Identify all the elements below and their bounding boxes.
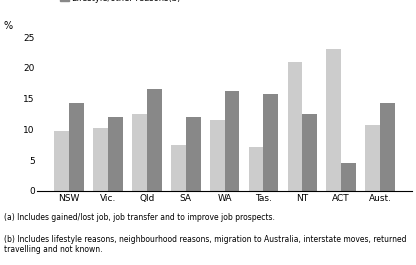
Bar (380, 104, 395, 191)
Bar (108, 117, 123, 191)
Bar (263, 94, 278, 191)
Bar (287, 62, 302, 191)
Bar (54, 131, 69, 191)
Bar (171, 145, 186, 191)
Legend: Employment reasons(a), Lifestyle/other reasons(b): Employment reasons(a), Lifestyle/other r… (60, 0, 181, 3)
Bar (132, 114, 147, 191)
Bar (341, 163, 356, 191)
Bar (93, 128, 108, 191)
Text: (a) Includes gained/lost job, job transfer and to improve job prospects.: (a) Includes gained/lost job, job transf… (4, 213, 275, 222)
Bar (327, 49, 341, 191)
Text: (b) Includes lifestyle reasons, neighbourhood reasons, migration to Australia, i: (b) Includes lifestyle reasons, neighbou… (4, 235, 407, 254)
Bar (186, 117, 201, 191)
Bar (69, 104, 84, 191)
Bar (302, 114, 317, 191)
Bar (147, 89, 162, 191)
Bar (249, 147, 263, 191)
Text: %: % (4, 21, 13, 31)
Bar (210, 120, 225, 191)
Bar (365, 125, 380, 191)
Bar (225, 91, 239, 191)
